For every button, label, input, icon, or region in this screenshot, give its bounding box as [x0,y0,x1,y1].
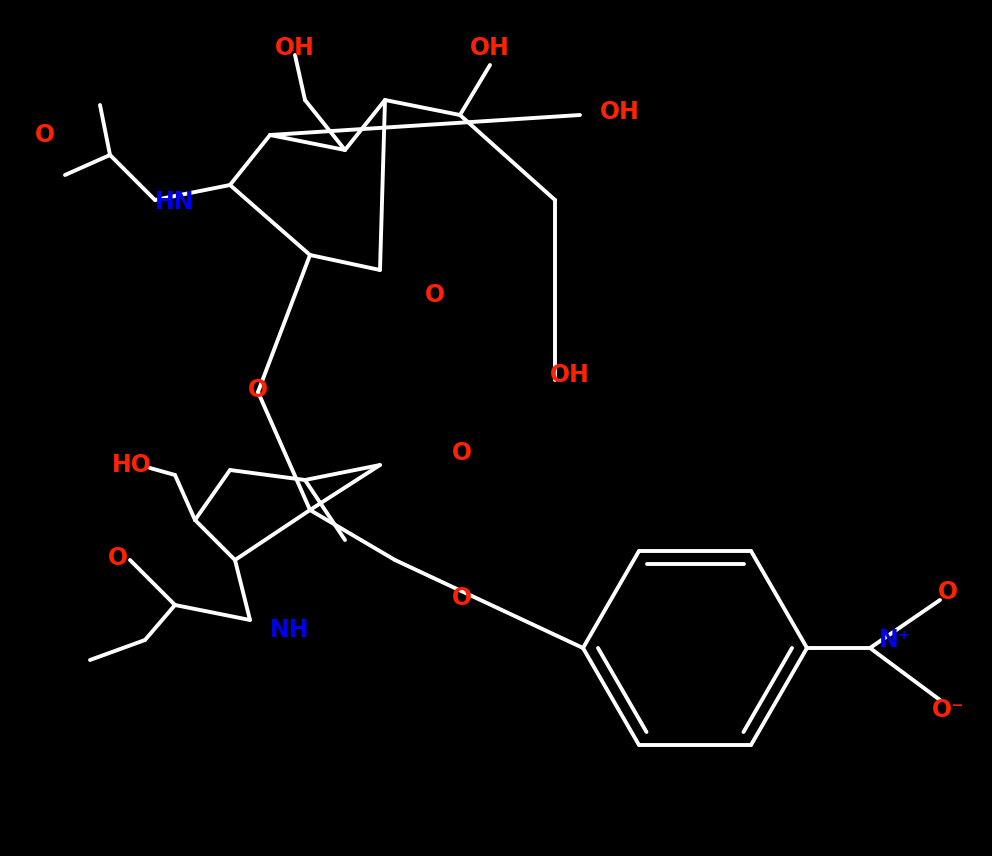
Text: O: O [425,283,445,307]
Text: N⁺: N⁺ [879,628,911,652]
Text: HN: HN [156,190,194,214]
Text: OH: OH [470,36,510,60]
Text: O: O [938,580,958,604]
Text: OH: OH [600,100,640,124]
Text: O: O [452,441,472,465]
Text: O⁻: O⁻ [931,698,964,722]
Text: HO: HO [112,453,152,477]
Text: O: O [248,378,268,402]
Text: O: O [452,586,472,610]
Text: NH: NH [270,618,310,642]
Text: OH: OH [550,363,590,387]
Text: OH: OH [275,36,314,60]
Text: O: O [108,546,128,570]
Text: O: O [35,123,56,147]
